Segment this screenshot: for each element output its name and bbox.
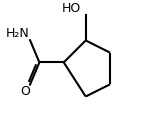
- Text: HO: HO: [62, 2, 81, 15]
- Text: H₂N: H₂N: [6, 27, 29, 40]
- Text: O: O: [20, 85, 30, 98]
